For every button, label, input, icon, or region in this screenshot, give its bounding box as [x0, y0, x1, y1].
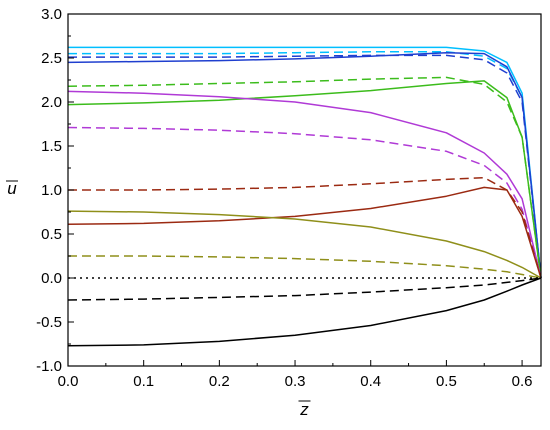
x-axis-label: z — [299, 400, 309, 419]
series-line-3-solid — [67, 51, 542, 279]
y-tick-label: 0.0 — [41, 270, 62, 287]
series-line-5-solid — [67, 80, 542, 279]
y-tick-label: 1.5 — [41, 138, 62, 155]
y-tick-label: 0.5 — [41, 226, 62, 243]
series-line-6-dashed — [67, 76, 542, 279]
y-tick-label: 1.0 — [41, 182, 62, 199]
y-tick-label: 2.0 — [41, 94, 62, 111]
x-tick-label: 0.5 — [436, 373, 457, 390]
x-tick-label: 0.3 — [285, 373, 306, 390]
x-tick-label: 0.2 — [209, 373, 230, 390]
y-tick-label: 2.5 — [41, 50, 62, 67]
series-layer — [67, 46, 542, 347]
x-axis-ticks: 0.0 0.1 0.2 0.3 0.4 0.5 0.6 — [58, 360, 533, 390]
series-line-12-dashed — [68, 255, 542, 279]
series-line-4-dashed — [68, 54, 542, 279]
series-line-10-dashed — [68, 176, 542, 279]
series-line-15-solid — [67, 277, 542, 347]
series-line-1-solid — [68, 46, 542, 279]
x-tick-label: 0.6 — [512, 373, 533, 390]
series-line-2-dashed — [68, 51, 542, 279]
series-line-8-dashed — [67, 126, 542, 279]
series-line-9-solid — [67, 186, 542, 279]
series-line-14-dashed — [67, 277, 542, 301]
x-tick-label: 0.1 — [133, 373, 154, 390]
y-tick-label: 3.0 — [41, 6, 62, 23]
x-tick-label: 0.4 — [360, 373, 381, 390]
y-tick-label: -1.0 — [36, 358, 62, 375]
y-tick-label: -0.5 — [36, 314, 62, 331]
x-tick-label: 0.0 — [58, 373, 79, 390]
y-axis-ticks: -1.0 -0.5 0.0 0.5 1.0 1.5 2.0 2.5 3.0 — [36, 6, 74, 375]
series-line-11-solid — [67, 210, 542, 279]
y-axis-label: u — [7, 179, 17, 198]
series-line-7-solid — [67, 90, 542, 279]
